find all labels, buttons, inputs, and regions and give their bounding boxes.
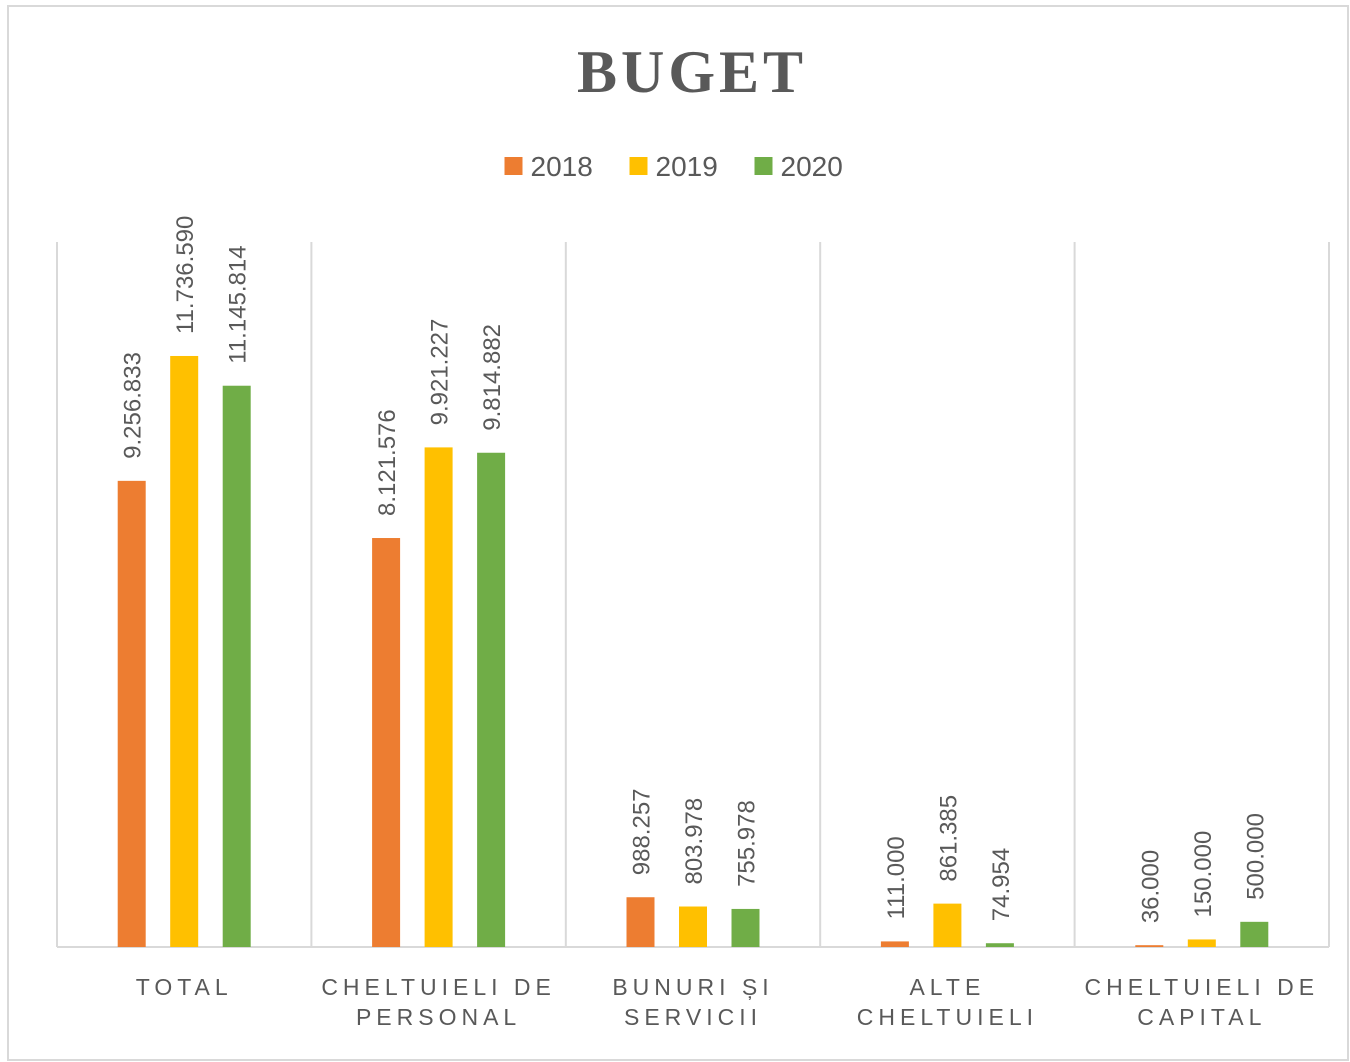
value-label: 11.145.814 [225, 245, 252, 363]
bar [477, 452, 506, 947]
chart-title: BUGET [577, 39, 807, 105]
bar [222, 385, 251, 947]
value-label: 9.921.227 [427, 319, 454, 426]
bar [933, 903, 962, 947]
x-tick-label: CHELTUIELI DE PERSONAL [321, 974, 556, 1030]
value-label: 111.000 [883, 836, 910, 919]
x-tick-label: CHELTUIELI DE CAPITAL [1084, 974, 1320, 1030]
x-tick-label: ALTE CHELTUIELI [856, 974, 1038, 1030]
bar [985, 943, 1014, 947]
bar [880, 941, 909, 947]
bar [170, 355, 199, 947]
value-label: 861.385 [935, 795, 962, 882]
legend-swatch [754, 157, 773, 175]
x-tick-label: BUNURI ȘI SERVICII [612, 974, 774, 1030]
value-label: 9.814.882 [479, 324, 506, 431]
legend-swatch [629, 157, 648, 175]
bar [731, 908, 760, 947]
value-label: 36.000 [1137, 850, 1164, 923]
value-label: 150.000 [1190, 831, 1217, 918]
value-label: 500.000 [1242, 813, 1269, 900]
value-label: 8.121.576 [374, 409, 401, 516]
bar [1187, 939, 1216, 947]
value-label: 755.978 [734, 800, 761, 887]
bar [117, 480, 146, 947]
bar [679, 906, 707, 947]
bar [1240, 921, 1269, 947]
bar [424, 447, 453, 947]
bar [626, 897, 655, 947]
legend-swatch [504, 157, 523, 175]
legend-label: 2018 [531, 151, 593, 182]
value-label: 988.257 [629, 788, 656, 875]
legend-label: 2019 [656, 151, 718, 182]
bar [372, 538, 401, 947]
value-label: 803.978 [681, 798, 708, 885]
x-tick-label: TOTAL [135, 974, 233, 1000]
legend-label: 2020 [781, 151, 843, 182]
bar [1135, 945, 1164, 947]
value-label: 74.954 [988, 848, 1015, 921]
value-label: 11.736.590 [172, 216, 199, 334]
value-label: 9.256.833 [120, 352, 147, 459]
